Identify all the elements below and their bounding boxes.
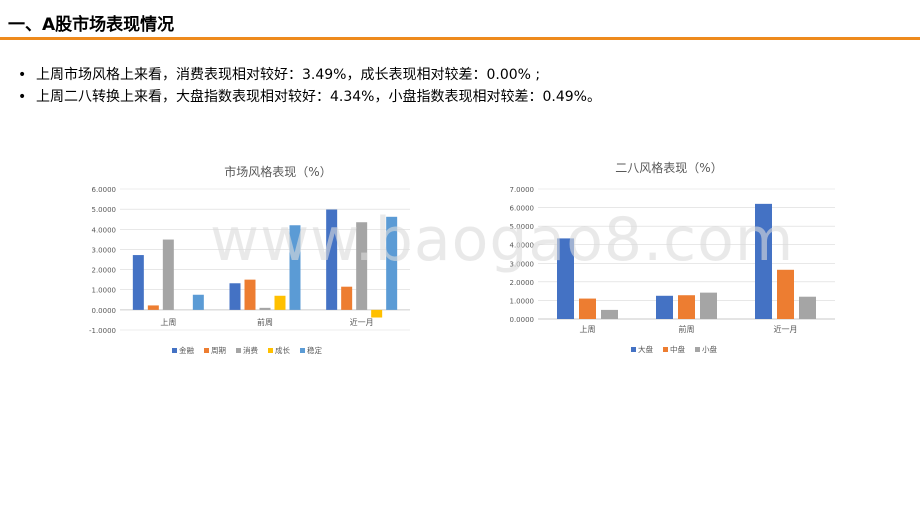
bar (259, 307, 271, 310)
bar (799, 296, 816, 319)
y-tick-label: 6.0000 (92, 186, 117, 194)
bar (371, 309, 383, 318)
bar (326, 209, 338, 310)
bar (229, 283, 241, 310)
bar (274, 295, 286, 310)
y-tick-label: 2.0000 (510, 279, 535, 287)
legend-label: 中盘 (670, 344, 685, 354)
y-tick-label: -1.0000 (89, 327, 116, 335)
category-label: 近一月 (774, 324, 798, 334)
y-tick-label: 6.0000 (510, 205, 535, 213)
page-title: 一、A股市场表现情况 (8, 15, 175, 35)
y-tick-label: 4.0000 (510, 242, 535, 250)
legend-label: 消费 (243, 345, 258, 355)
legend-label: 金融 (179, 345, 194, 355)
y-tick-label: 0.0000 (510, 316, 535, 324)
y-tick-label: 1.0000 (92, 287, 117, 295)
legend-swatch (204, 348, 209, 353)
category-label: 前周 (679, 324, 695, 334)
category-label: 上周 (580, 325, 596, 334)
bar (678, 295, 695, 319)
legend-label: 成长 (275, 345, 290, 355)
legend-label: 大盘 (638, 344, 653, 354)
bar (356, 222, 368, 310)
bar (341, 286, 353, 310)
category-label: 近一月 (350, 317, 374, 327)
category-label: 上周 (160, 318, 176, 327)
legend-label: 周期 (211, 346, 226, 355)
legend-swatch (236, 348, 241, 353)
legend-swatch (663, 347, 668, 352)
bar (386, 216, 398, 310)
bar (579, 298, 596, 319)
legend-swatch (695, 347, 700, 352)
bar (755, 203, 772, 319)
bullet-item: 上周市场风格上来看，消费表现相对较好：3.49%，成长表现相对较差：0.00% … (18, 64, 601, 86)
legend-swatch (300, 348, 305, 353)
y-tick-label: 5.0000 (92, 206, 117, 214)
bar (244, 279, 256, 310)
bullet-item: 上周二八转换上来看，大盘指数表现相对较好：4.34%，小盘指数表现相对较差：0.… (18, 86, 601, 108)
bar (656, 295, 673, 319)
legend-label: 稳定 (307, 345, 322, 355)
y-tick-label: 7.0000 (510, 186, 535, 194)
market-style-chart: 市场风格表现（%） 6.0000 5.0000 4.0000 3.0000 2.0000 1… (89, 164, 410, 355)
bar (700, 292, 717, 319)
y-tick-label: 4.0000 (92, 226, 117, 234)
bar (557, 238, 574, 319)
large-small-cap-chart: 二八风格表现（%） 7.0000 6.0000 5.0000 4.0000 3.0000 2… (510, 160, 835, 354)
y-tick-label: 2.0000 (92, 267, 117, 275)
bullet-list: 上周市场风格上来看，消费表现相对较好：3.49%，成长表现相对较差：0.00% … (18, 64, 601, 108)
y-tick-label: 0.0000 (92, 307, 117, 315)
bar (147, 305, 159, 310)
legend-swatch (268, 348, 273, 353)
title-divider (0, 37, 920, 40)
bar (777, 269, 794, 319)
bar (162, 239, 174, 310)
y-tick-label: 1.0000 (510, 297, 535, 305)
y-tick-label: 5.0000 (510, 223, 535, 231)
bar (192, 294, 204, 310)
legend-swatch (631, 347, 636, 352)
category-label: 前周 (257, 317, 273, 327)
bar (132, 255, 144, 310)
chart-title: 二八风格表现（%） (615, 160, 722, 175)
y-tick-label: 3.0000 (510, 260, 535, 268)
bar (601, 309, 618, 319)
bar (289, 225, 301, 310)
legend-label: 小盘 (702, 344, 717, 354)
legend-swatch (172, 348, 177, 353)
y-tick-label: 3.0000 (92, 246, 117, 254)
chart-title: 市场风格表现（%） (224, 164, 331, 179)
